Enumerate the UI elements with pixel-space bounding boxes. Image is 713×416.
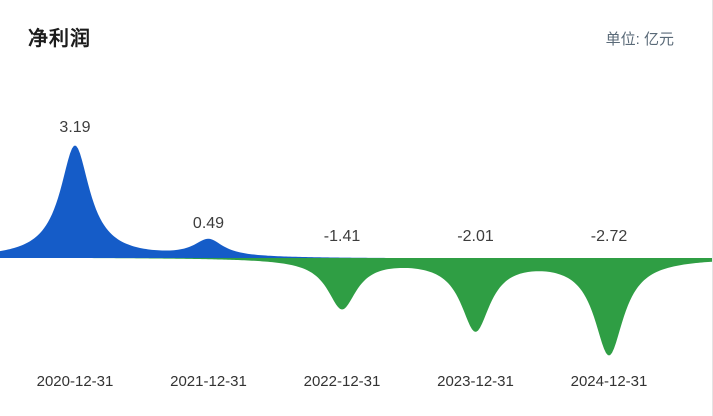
value-label: -2.72 bbox=[590, 228, 628, 245]
negative-area-series bbox=[0, 258, 712, 356]
positive-area-series bbox=[0, 145, 712, 258]
value-label: -1.41 bbox=[323, 228, 361, 245]
x-axis-label: 2022-12-31 bbox=[303, 373, 381, 390]
x-axis-label: 2024-12-31 bbox=[570, 373, 648, 390]
value-label: -2.01 bbox=[457, 228, 494, 245]
unit-label: 单位: 亿元 bbox=[605, 31, 674, 48]
x-axis-label: 2020-12-31 bbox=[36, 373, 114, 390]
x-axis-label: 2023-12-31 bbox=[437, 373, 514, 390]
chart-title: 净利润 bbox=[28, 28, 91, 50]
value-label: 3.19 bbox=[59, 119, 91, 137]
x-axis-label: 2021-12-31 bbox=[170, 373, 247, 390]
value-label: 0.49 bbox=[192, 214, 225, 232]
